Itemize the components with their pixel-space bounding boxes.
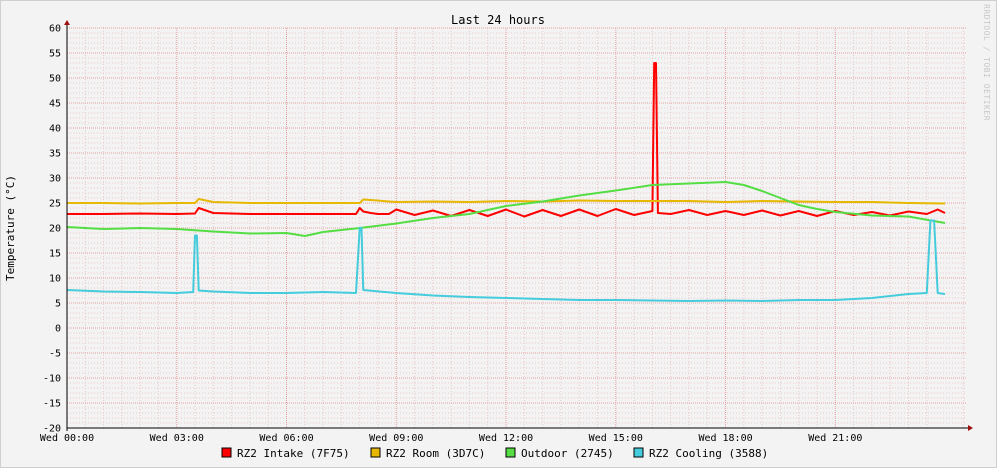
series-layer (66, 62, 946, 302)
y-tick-label: 15 (49, 249, 61, 260)
x-tick-label: Wed 15:00 (589, 433, 643, 444)
legend: RZ2 Intake (7F75) RZ2 Room (3D7C) Outdoor … (221, 447, 768, 460)
y-tick-label: 5 (55, 299, 61, 310)
legend-label: Outdoor (2745) (521, 447, 614, 460)
series-line-1 (67, 62, 946, 218)
y-tick-label: 35 (49, 149, 61, 160)
y-tick-label: 20 (49, 224, 61, 235)
y-tick-label: -5 (49, 349, 61, 360)
y-tick-label: -20 (43, 424, 61, 435)
axes (64, 20, 973, 431)
y-tick-label: 60 (49, 24, 61, 35)
y-tick-label: 55 (49, 49, 61, 60)
legend-swatch (505, 447, 516, 458)
x-axis-arrow (968, 425, 973, 431)
chart-title: Last 24 hours (451, 13, 545, 27)
y-axis-arrow (64, 20, 70, 25)
x-tick-label: Wed 06:00 (259, 433, 313, 444)
y-tick-label: 0 (55, 324, 61, 335)
y-tick-label: -10 (43, 374, 61, 385)
legend-swatch (633, 447, 644, 458)
x-tick-label: Wed 21:00 (808, 433, 862, 444)
x-tick-label: Wed 03:00 (150, 433, 204, 444)
y-axis-label: Temperature (°C) (4, 175, 17, 281)
legend-label: RZ2 Cooling (3588) (649, 447, 768, 460)
x-tick-label: Wed 00:00 (40, 433, 94, 444)
y-tick-label: 40 (49, 124, 61, 135)
x-tick-label: Wed 09:00 (369, 433, 423, 444)
y-tick-label: 50 (49, 74, 61, 85)
legend-label: RZ2 Intake (7F75) (237, 447, 350, 460)
series-line-3 (66, 181, 946, 237)
y-tick-label: 45 (49, 99, 61, 110)
legend-label: RZ2 Room (3D7C) (386, 447, 485, 460)
y-tick-label: 30 (49, 174, 61, 185)
y-tick-label: 10 (49, 274, 61, 285)
y-tick-label: 25 (49, 199, 61, 210)
x-tick-label: Wed 18:00 (698, 433, 752, 444)
x-tick-label: Wed 12:00 (479, 433, 533, 444)
series-line-4 (66, 219, 946, 302)
series-line-2 (67, 198, 946, 205)
rrdtool-watermark: RRDTOOL / TOBI OETIKER (982, 4, 991, 121)
legend-swatch (370, 447, 381, 458)
legend-swatch (221, 447, 232, 458)
y-tick-label: -15 (43, 399, 61, 410)
x-axis-ticks: Wed 00:00 Wed 03:00 Wed 06:00 Wed 09:00 Wed … (40, 433, 862, 444)
